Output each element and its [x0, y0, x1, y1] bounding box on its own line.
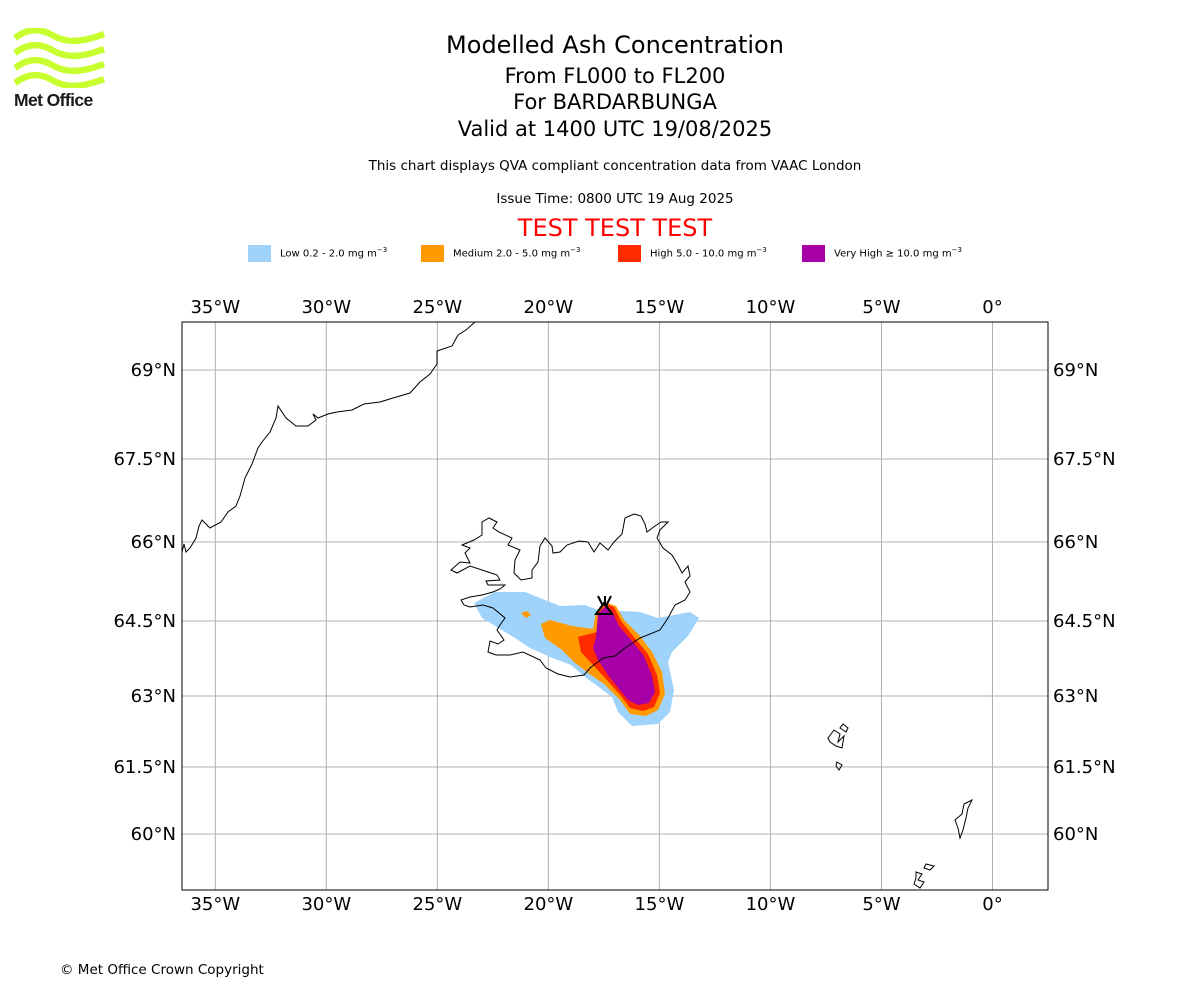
legend-swatch-high [618, 245, 641, 262]
coastline-orkney-1 [913, 871, 925, 889]
lon-tick-label-top: 15°W [635, 297, 685, 318]
lat-tick-label-left: 63°N [131, 686, 176, 707]
lat-tick-label-right: 64.5°N [1053, 611, 1116, 632]
lon-tick-label-bottom: 25°W [413, 894, 463, 915]
lat-tick-label-left: 67.5°N [113, 449, 176, 470]
ash-area-medium-patch [521, 611, 531, 618]
lat-tick-label-left: 61.5°N [113, 757, 176, 778]
coastline-faroe-2 [839, 723, 849, 733]
lon-tick-label-bottom: 30°W [301, 894, 351, 915]
lon-tick-label-top: 30°W [301, 297, 351, 318]
legend-unit-high: −3 [756, 246, 767, 254]
lon-tick-label-top: 0° [982, 297, 1002, 318]
map-frame [181, 321, 1049, 891]
issue-time: Issue Time: 0800 UTC 19 Aug 2025 [496, 191, 734, 207]
map-axis-labels: 35°W 35°W 30°W 30°W 25°W 25°W 20°W 20°W 15°W 15°W… [113, 297, 1115, 915]
legend-label-very-high: Very High ≥ 10.0 mg m [834, 248, 952, 260]
lon-tick-label-top: 5°W [862, 297, 900, 318]
chart-title: Modelled Ash Concentration [446, 31, 784, 59]
lat-tick-label-right: 66°N [1053, 532, 1098, 553]
lon-tick-label-bottom: 15°W [635, 894, 685, 915]
lat-tick-label-left: 64.5°N [113, 611, 176, 632]
legend-swatch-medium [421, 245, 444, 262]
ash-area-very-high [593, 606, 655, 705]
qva-note: This chart displays QVA compliant concen… [368, 158, 862, 174]
subtitle-volcano: For BARDARBUNGA [513, 90, 717, 114]
legend-label-low: Low 0.2 - 2.0 mg m [280, 248, 377, 260]
coastline-faroe-3 [835, 761, 843, 771]
legend-unit-low: −3 [376, 246, 388, 254]
legend-swatch-low [248, 245, 271, 262]
lon-tick-label-top: 35°W [190, 297, 240, 318]
lon-tick-label-top: 20°W [524, 297, 574, 318]
met-office-logo: Met Office [13, 26, 110, 114]
lon-tick-label-top: 10°W [746, 297, 796, 318]
legend-unit-medium: −3 [570, 246, 581, 254]
coastline-faroe-1 [827, 729, 845, 749]
coastline-orkney-2 [923, 863, 935, 871]
lon-tick-label-bottom: 0° [982, 894, 1002, 915]
lat-tick-label-left: 66°N [131, 532, 176, 553]
lat-tick-label-left: 60°N [131, 824, 176, 845]
lat-tick-label-right: 63°N [1053, 686, 1098, 707]
legend-unit-very-high: −3 [951, 246, 962, 254]
legend-label-high: High 5.0 - 10.0 mg m [650, 248, 757, 260]
coastlines [181, 321, 974, 889]
coastline-iceland [450, 513, 691, 678]
lon-tick-label-bottom: 10°W [746, 894, 796, 915]
lat-tick-label-right: 61.5°N [1053, 757, 1116, 778]
lon-tick-label-bottom: 5°W [862, 894, 900, 915]
legend-swatch-very-high [802, 245, 825, 262]
volcano-triangle-icon [594, 595, 614, 615]
lat-tick-label-right: 69°N [1053, 360, 1098, 381]
lon-tick-label-bottom: 35°W [190, 894, 240, 915]
coastline-shetland [954, 798, 974, 840]
lon-tick-label-bottom: 20°W [524, 894, 574, 915]
lat-tick-label-right: 60°N [1053, 824, 1098, 845]
subtitle-valid-time: Valid at 1400 UTC 19/08/2025 [457, 117, 773, 141]
ash-concentration-areas [474, 592, 699, 726]
lat-tick-label-left: 69°N [131, 360, 176, 381]
copyright: © Met Office Crown Copyright [60, 962, 264, 978]
legend-label-medium: Medium 2.0 - 5.0 mg m [453, 248, 571, 260]
subtitle-flight-levels: From FL000 to FL200 [504, 64, 726, 88]
lat-tick-label-right: 67.5°N [1053, 449, 1116, 470]
logo-wordmark: Met Office [14, 90, 93, 110]
lon-tick-label-top: 25°W [413, 297, 463, 318]
met-office-wave-icon [13, 26, 106, 90]
test-banner: TEST TEST TEST [517, 214, 713, 242]
coastline-greenland [181, 321, 476, 553]
